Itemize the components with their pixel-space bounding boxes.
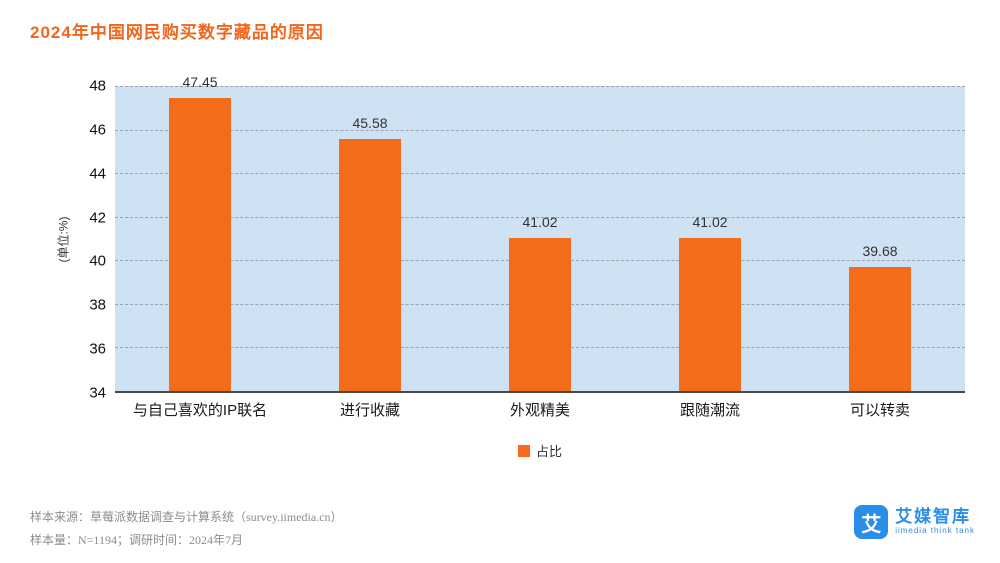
bars-row: 47.45 45.58 41.02 41.02 39.68 <box>115 74 965 391</box>
x-category-label: 与自己喜欢的IP联名 <box>132 402 268 419</box>
x-category-label: 可以转卖 <box>849 402 910 419</box>
x-category-label: 进行收藏 <box>339 402 400 419</box>
legend: 占比 <box>115 441 965 462</box>
y-tick-label: 34 <box>89 384 106 402</box>
logo: 艾 艾媒智库 iimedia think tank <box>854 505 975 539</box>
y-tick-label: 36 <box>89 340 106 358</box>
footer-source: 样本来源：草莓派数据调查与计算系统（survey.iimedia.cn） <box>30 510 343 524</box>
logo-name: 艾媒智库 <box>895 507 972 527</box>
footer-sample: 样本量：N=1194；调研时间：2024年7月 <box>30 533 243 547</box>
page-title: 2024年中国网民购买数字藏品的原因 <box>30 23 324 42</box>
bar-value-label: 45.58 <box>352 114 388 131</box>
gridline <box>115 86 965 87</box>
legend-item: 占比 <box>517 441 562 460</box>
y-tick-label: 44 <box>89 165 106 183</box>
bar-slot: 47.45 <box>115 74 285 391</box>
bar: 41.02 <box>509 214 571 391</box>
bar-value-label: 41.02 <box>522 214 558 231</box>
y-tick-label: 48 <box>89 77 106 95</box>
y-tick-label: 40 <box>89 252 106 270</box>
y-tick-label: 38 <box>89 296 106 314</box>
gridline <box>115 129 965 131</box>
bar-value-label: 47.45 <box>182 73 218 90</box>
bar-slot: 39.68 <box>795 86 965 391</box>
y-tick-label: 46 <box>89 121 106 139</box>
bar-slot: 45.58 <box>285 86 455 391</box>
bar-slot: 41.02 <box>625 86 795 391</box>
y-axis-ticks: 34 36 38 40 42 44 46 48 <box>58 78 106 402</box>
bar: 41.02 <box>679 214 741 391</box>
logo-subtitle: iimedia think tank <box>895 525 975 535</box>
iimedia-logo-icon: 艾 <box>854 505 889 539</box>
bar: 45.58 <box>339 115 401 391</box>
bar-slot: 41.02 <box>455 86 625 391</box>
x-category-label: 跟随潮流 <box>679 402 740 419</box>
bar: 47.45 <box>169 74 231 391</box>
legend-label: 占比 <box>535 444 562 459</box>
gridline <box>115 173 965 175</box>
plot-area: 47.45 45.58 41.02 41.02 39.68 <box>115 74 965 393</box>
x-category-label: 外观精美 <box>509 402 570 419</box>
y-tick-label: 42 <box>89 209 106 227</box>
bar-value-label: 39.68 <box>862 243 898 260</box>
legend-swatch-icon <box>517 444 530 457</box>
x-axis-labels: 与自己喜欢的IP联名 进行收藏 外观精美 跟随潮流 可以转卖 <box>115 399 965 420</box>
logo-text: 艾媒智库 iimedia think tank <box>895 508 975 535</box>
gridline <box>115 216 965 218</box>
bar: 39.68 <box>849 243 911 391</box>
bar-value-label: 41.02 <box>692 214 728 231</box>
